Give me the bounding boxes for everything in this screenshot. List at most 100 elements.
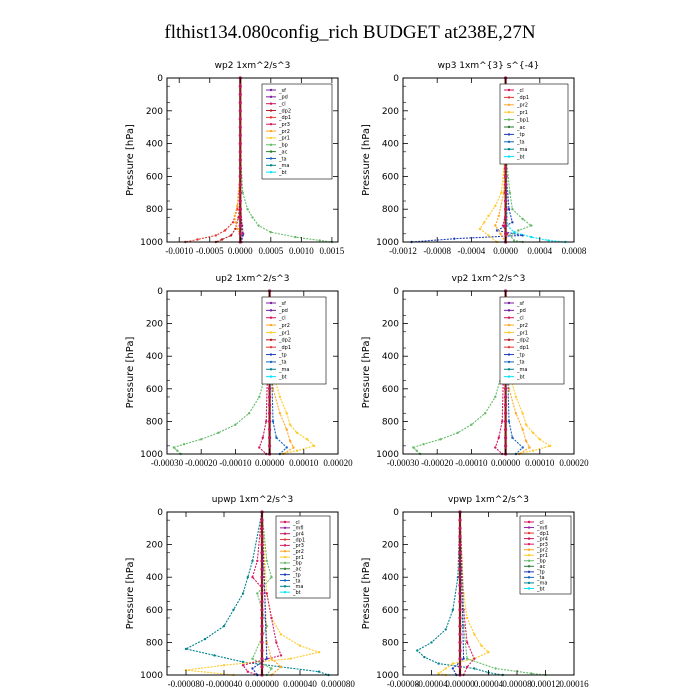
data-point: [312, 444, 316, 448]
data-point: [200, 438, 203, 441]
series-line-tp: [251, 511, 268, 676]
data-point: [270, 616, 273, 620]
legend-marker: [507, 140, 511, 143]
data-point: [465, 641, 469, 644]
legend-marker: [507, 316, 511, 319]
data-point: [508, 234, 512, 237]
data-point: [480, 644, 483, 647]
legend-label: _pr1: [278, 136, 290, 142]
series-line-dp2: [215, 78, 241, 243]
zero-profile-marker: [458, 632, 462, 636]
data-point: [422, 443, 425, 446]
legend-label: _mfl: [536, 525, 548, 531]
y-tick-label: 0: [393, 74, 399, 84]
legend-marker: [283, 520, 287, 524]
data-point: [499, 232, 502, 235]
data-point: [223, 229, 227, 232]
legend-label: _dp1: [292, 537, 305, 543]
zero-profile-marker: [260, 534, 264, 539]
y-tick-label: 0: [157, 287, 163, 297]
zero-profile-marker: [268, 444, 272, 448]
legend-label: _tp: [516, 352, 525, 358]
data-point: [508, 191, 512, 194]
data-point: [265, 592, 268, 595]
data-point: [251, 657, 254, 660]
data-point: [232, 608, 235, 611]
zero-profile-marker: [504, 427, 508, 432]
x-tick-label: -0.000040: [206, 679, 243, 689]
zero-profile-marker: [458, 600, 462, 604]
legend-label: _pr1: [536, 553, 548, 559]
legend-marker: [269, 323, 273, 327]
y-tick-label: 600: [146, 606, 163, 616]
zero-profile-marker: [260, 543, 264, 547]
data-point: [234, 423, 237, 426]
data-point: [487, 214, 490, 217]
legend-label: _bt: [278, 170, 287, 176]
x-tick-label: 0.00000: [255, 458, 285, 468]
legend: _sf_pd _cl_pr2_pr1 _dp2_dp1_tp _ta_ma_bt: [261, 296, 327, 385]
x-tick-label: -0.00020: [421, 458, 454, 468]
zero-profile-marker: [504, 387, 508, 391]
zero-profile-marker: [238, 174, 242, 178]
data-point: [497, 214, 500, 217]
data-point: [256, 559, 259, 563]
x-tick-label: -0.0010: [165, 246, 193, 256]
data-point: [285, 446, 288, 449]
zero-profile-marker: [504, 174, 508, 178]
data-point: [470, 423, 473, 426]
zero-profile-marker: [238, 199, 242, 203]
zero-profile-marker: [260, 648, 264, 653]
legend: _cl_mfl_dp1_pr4_pr3_pr2_pr1_bp_ac_tp_ta_…: [519, 515, 572, 595]
zero-profile-marker: [238, 125, 242, 129]
legend-marker: [269, 95, 273, 99]
legend-label: _pd: [516, 308, 526, 314]
data-point: [234, 227, 237, 231]
data-point: [497, 436, 500, 439]
legend-label: _pr1: [278, 330, 290, 336]
series-line-bp1: [505, 77, 533, 243]
zero-profile-marker: [268, 403, 272, 407]
data-point: [487, 234, 490, 237]
data-point: [521, 412, 524, 415]
x-tick-label: 0.000000: [245, 679, 279, 689]
x-tick-label: -0.0008: [423, 246, 451, 256]
series-line-pr2: [494, 77, 507, 243]
legend-marker: [283, 555, 287, 559]
zero-profile-marker: [458, 559, 462, 563]
data-point: [196, 238, 199, 241]
legend-label: _ta: [516, 360, 525, 366]
zero-profile-marker: [268, 419, 272, 423]
zero-profile-marker: [260, 616, 264, 620]
legend-marker: [507, 309, 511, 312]
data-point: [251, 576, 254, 579]
data-point: [487, 651, 490, 654]
plot-frame: [402, 290, 575, 455]
legend: _sf_pd_cl_dp2_dp1_pr3_pr2_pr1_bp_ac_ta_m…: [261, 83, 333, 180]
legend-marker: [269, 331, 273, 334]
data-point: [530, 224, 533, 227]
legend-marker: [507, 118, 511, 121]
legend-marker: [527, 576, 531, 579]
data-point: [524, 439, 528, 443]
legend-marker: [527, 537, 531, 540]
data-point: [241, 234, 244, 237]
legend-marker: [507, 301, 511, 305]
zero-profile-marker: [504, 199, 508, 203]
legend-label: _ac: [536, 564, 546, 570]
legend-marker: [283, 544, 287, 547]
series-line-bp: [459, 511, 546, 676]
data-point: [444, 628, 447, 631]
legend-label: _ta: [292, 578, 301, 584]
series-line-pr3: [242, 511, 282, 676]
legend-label: _pr1: [292, 555, 304, 561]
legend-label: _bt: [516, 374, 525, 380]
legend-label: _pr4: [536, 536, 548, 542]
legend-label: _pr2: [278, 129, 290, 135]
panel-title: wp3 1xm^{3} s^{-4}: [438, 61, 540, 71]
series-line-tp: [452, 511, 465, 676]
legend-marker: [507, 375, 511, 378]
legend-marker: [527, 565, 531, 568]
legend-marker: [269, 109, 273, 112]
data-point: [269, 231, 272, 234]
